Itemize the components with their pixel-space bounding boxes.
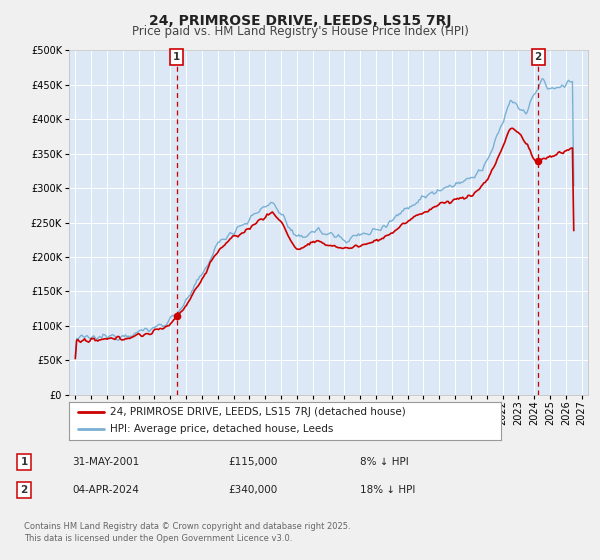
Text: 2: 2	[20, 485, 28, 495]
Text: Price paid vs. HM Land Registry's House Price Index (HPI): Price paid vs. HM Land Registry's House …	[131, 25, 469, 38]
Text: £115,000: £115,000	[228, 457, 277, 467]
Text: 2: 2	[535, 52, 542, 62]
Text: 24, PRIMROSE DRIVE, LEEDS, LS15 7RJ (detached house): 24, PRIMROSE DRIVE, LEEDS, LS15 7RJ (det…	[110, 407, 406, 417]
Text: 04-APR-2024: 04-APR-2024	[72, 485, 139, 495]
Text: 18% ↓ HPI: 18% ↓ HPI	[360, 485, 415, 495]
Text: HPI: Average price, detached house, Leeds: HPI: Average price, detached house, Leed…	[110, 424, 334, 435]
Text: 1: 1	[173, 52, 181, 62]
Text: 8% ↓ HPI: 8% ↓ HPI	[360, 457, 409, 467]
Text: Contains HM Land Registry data © Crown copyright and database right 2025.
This d: Contains HM Land Registry data © Crown c…	[24, 522, 350, 543]
Text: 31-MAY-2001: 31-MAY-2001	[72, 457, 139, 467]
Text: £340,000: £340,000	[228, 485, 277, 495]
Text: 24, PRIMROSE DRIVE, LEEDS, LS15 7RJ: 24, PRIMROSE DRIVE, LEEDS, LS15 7RJ	[149, 14, 451, 28]
Text: 1: 1	[20, 457, 28, 467]
